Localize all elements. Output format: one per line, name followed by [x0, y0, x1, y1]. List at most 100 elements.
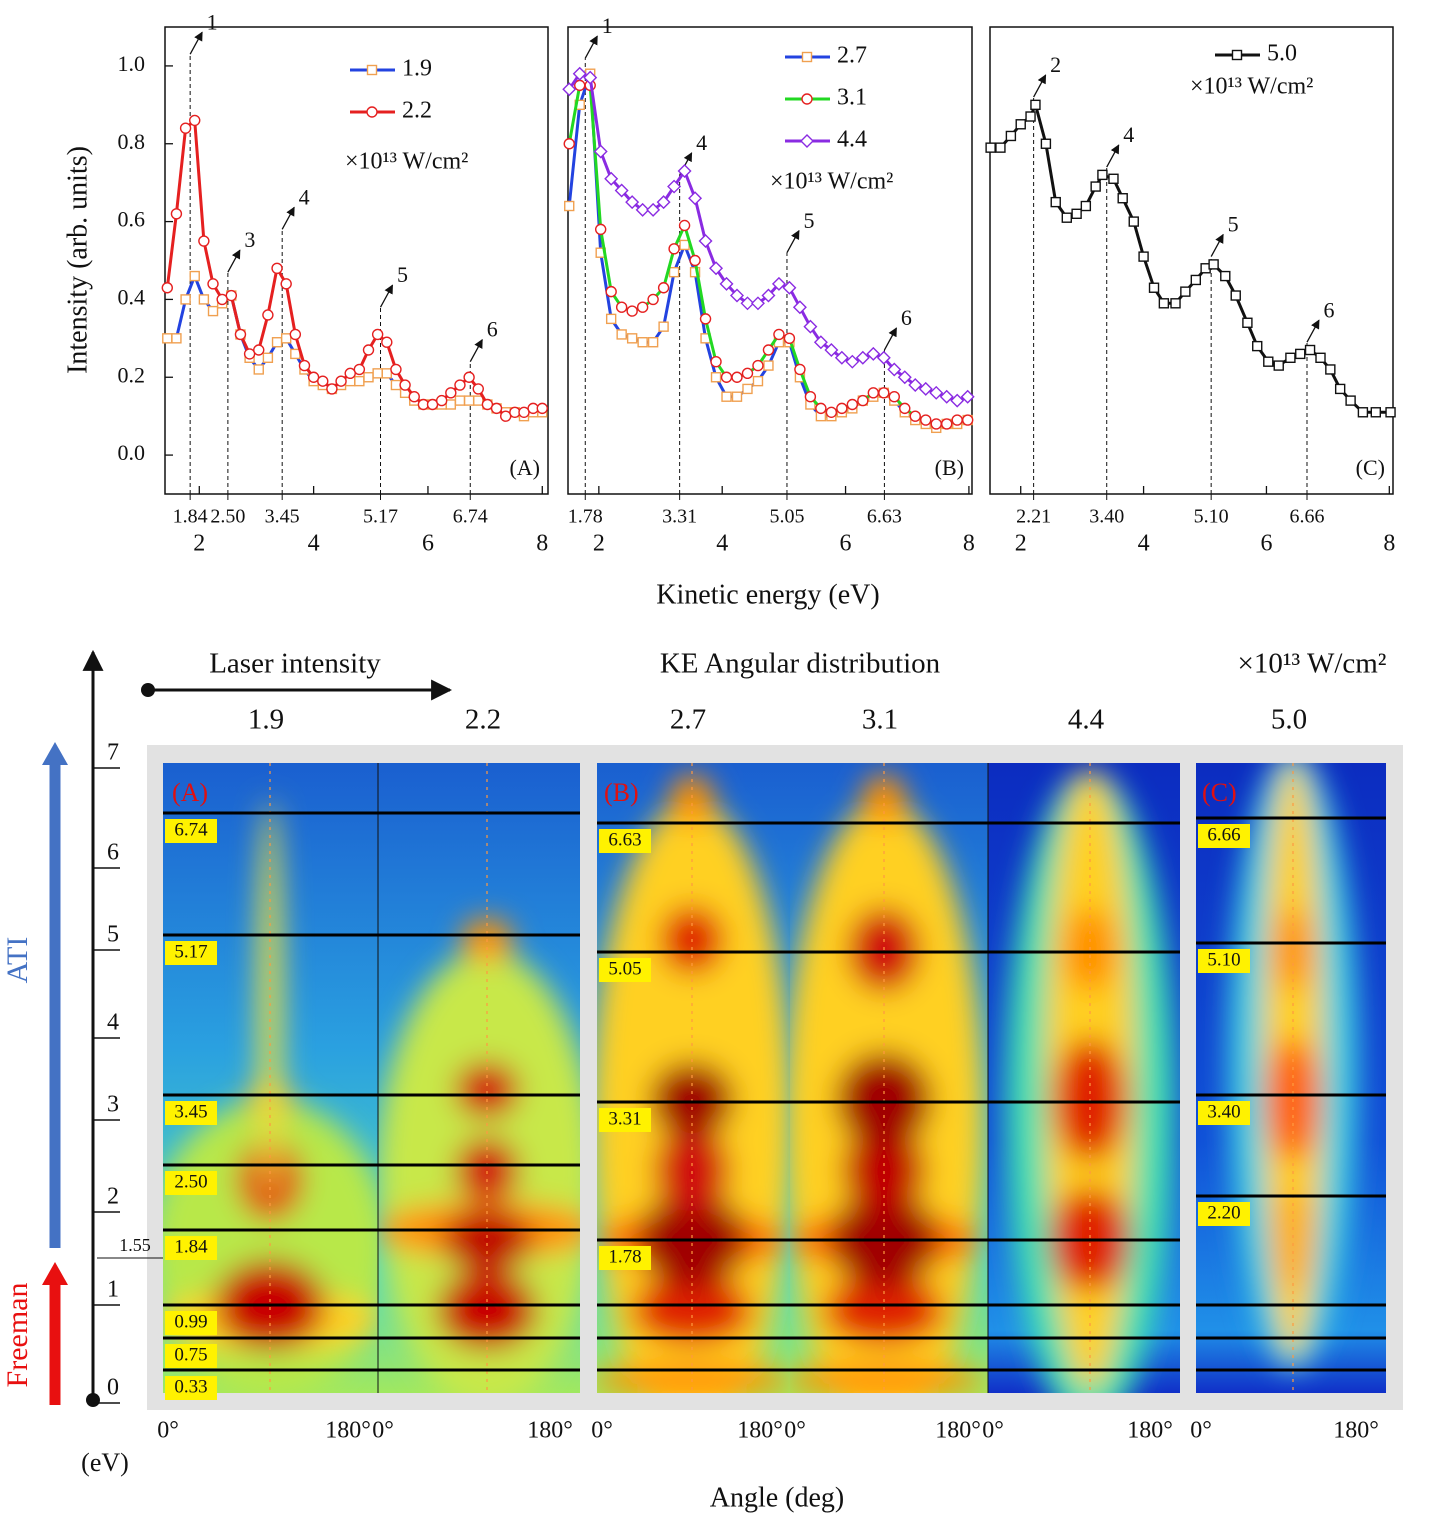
data-point: [1170, 298, 1181, 309]
cut-label-bg: [1198, 1202, 1250, 1226]
data-point: [1357, 407, 1369, 418]
data-point: [1285, 352, 1296, 363]
data-point: [761, 288, 776, 303]
data-point: [689, 254, 701, 267]
data-point: [1334, 383, 1346, 395]
data-point: [390, 363, 402, 376]
data-point: [1158, 298, 1170, 309]
data-point: [834, 350, 849, 365]
data-point: [604, 171, 619, 186]
peak-energy-label: 5.17: [363, 506, 398, 528]
data-point: [170, 208, 183, 220]
data-point: [1190, 274, 1202, 286]
peak-label: 6: [487, 317, 498, 342]
series-line: [567, 83, 968, 426]
data-point: [1061, 212, 1072, 223]
cut-label: 2.50: [174, 1171, 207, 1192]
unit-label: ×10¹³ W/cm²: [345, 149, 468, 175]
data-point: [572, 66, 587, 81]
plot-frame: [164, 26, 549, 495]
x-tick-label: 2: [193, 531, 205, 557]
cut-label: 2.20: [1207, 1202, 1240, 1223]
x-tick-label: 2: [1015, 531, 1027, 557]
peak-arrow: [469, 338, 483, 362]
energy-unit: (eV): [81, 1448, 129, 1477]
peak-energy-label: 1.78: [568, 506, 603, 528]
data-point: [445, 399, 457, 410]
ati-arrowhead: [42, 742, 68, 765]
data-point: [855, 350, 870, 365]
data-point: [298, 359, 311, 372]
angle-tick-label: 180°: [935, 1418, 981, 1444]
data-point: [710, 372, 722, 383]
data-point: [271, 262, 283, 274]
data-point: [189, 270, 200, 282]
data-point: [635, 202, 650, 217]
x-tick-label: 8: [1383, 531, 1395, 557]
heatmap: [597, 763, 790, 1393]
peak-arrow: [1106, 144, 1120, 168]
heatmap: [988, 763, 1180, 1393]
data-point: [846, 398, 859, 411]
heatmap: [378, 763, 580, 1393]
data-point: [930, 418, 942, 430]
cut-label: 1.78: [608, 1246, 641, 1267]
cut-label: 6.66: [1207, 824, 1240, 845]
energy-tick-label: 3: [107, 1092, 119, 1118]
data-point: [1220, 270, 1231, 282]
data-point: [1273, 360, 1284, 371]
peak-energy-label: 1.84: [173, 506, 208, 528]
data-point: [667, 179, 682, 194]
data-point: [825, 406, 838, 418]
cut-label-bg: [165, 1171, 217, 1195]
data-point: [867, 387, 880, 399]
cut-label: 1.84: [174, 1236, 208, 1257]
angle-tick-label: 0°: [591, 1418, 613, 1444]
cut-label: 3.40: [1207, 1101, 1240, 1122]
cut-label-bg: [165, 1311, 217, 1335]
cut-label-bg: [599, 958, 651, 982]
data-point: [897, 370, 912, 385]
data-point: [939, 389, 954, 404]
angle-tick-label: 180°: [737, 1418, 783, 1444]
region-label: ATI: [1, 937, 34, 984]
data-point: [845, 354, 860, 369]
data-point: [616, 329, 627, 340]
energy-tick-label: 0: [107, 1375, 119, 1401]
x-tick-label: 2: [593, 531, 605, 557]
legend-label: 1.9: [402, 56, 432, 82]
intensity-label: 5.0: [1271, 704, 1307, 736]
data-point: [1128, 216, 1139, 227]
data-point: [866, 346, 881, 361]
data-point: [985, 142, 996, 153]
data-point: [463, 371, 475, 383]
angle-tick-label: 0°: [157, 1418, 179, 1444]
angle-tick-label: 0°: [784, 1418, 806, 1444]
heatmap: [790, 763, 988, 1393]
data-point: [271, 337, 283, 348]
data-point: [445, 387, 457, 399]
peak-energy-label: 3.31: [662, 506, 697, 528]
data-point: [171, 333, 182, 344]
peak-arrow: [883, 327, 897, 351]
data-point: [289, 328, 302, 341]
legend-label: 5.0: [1267, 41, 1297, 67]
panel-label: (A): [509, 455, 540, 480]
peak-label: 6: [1323, 297, 1334, 322]
peak-label: 4: [299, 184, 310, 209]
cut-label-bg: [599, 1108, 651, 1132]
heatmap-blob: [670, 774, 714, 826]
data-point: [656, 195, 671, 210]
x-axis-label: Angle (deg): [710, 1482, 845, 1513]
cut-label-bg: [165, 1376, 217, 1400]
data-point: [909, 410, 921, 422]
data-point: [887, 362, 902, 377]
heatmap-blob: [842, 1128, 926, 1212]
data-point: [335, 375, 347, 387]
data-point: [709, 261, 724, 276]
plot-frame: [567, 26, 973, 495]
data-point: [763, 360, 774, 371]
data-point: [731, 391, 743, 402]
data-point: [647, 337, 659, 348]
intensity-label: 2.7: [670, 704, 706, 736]
